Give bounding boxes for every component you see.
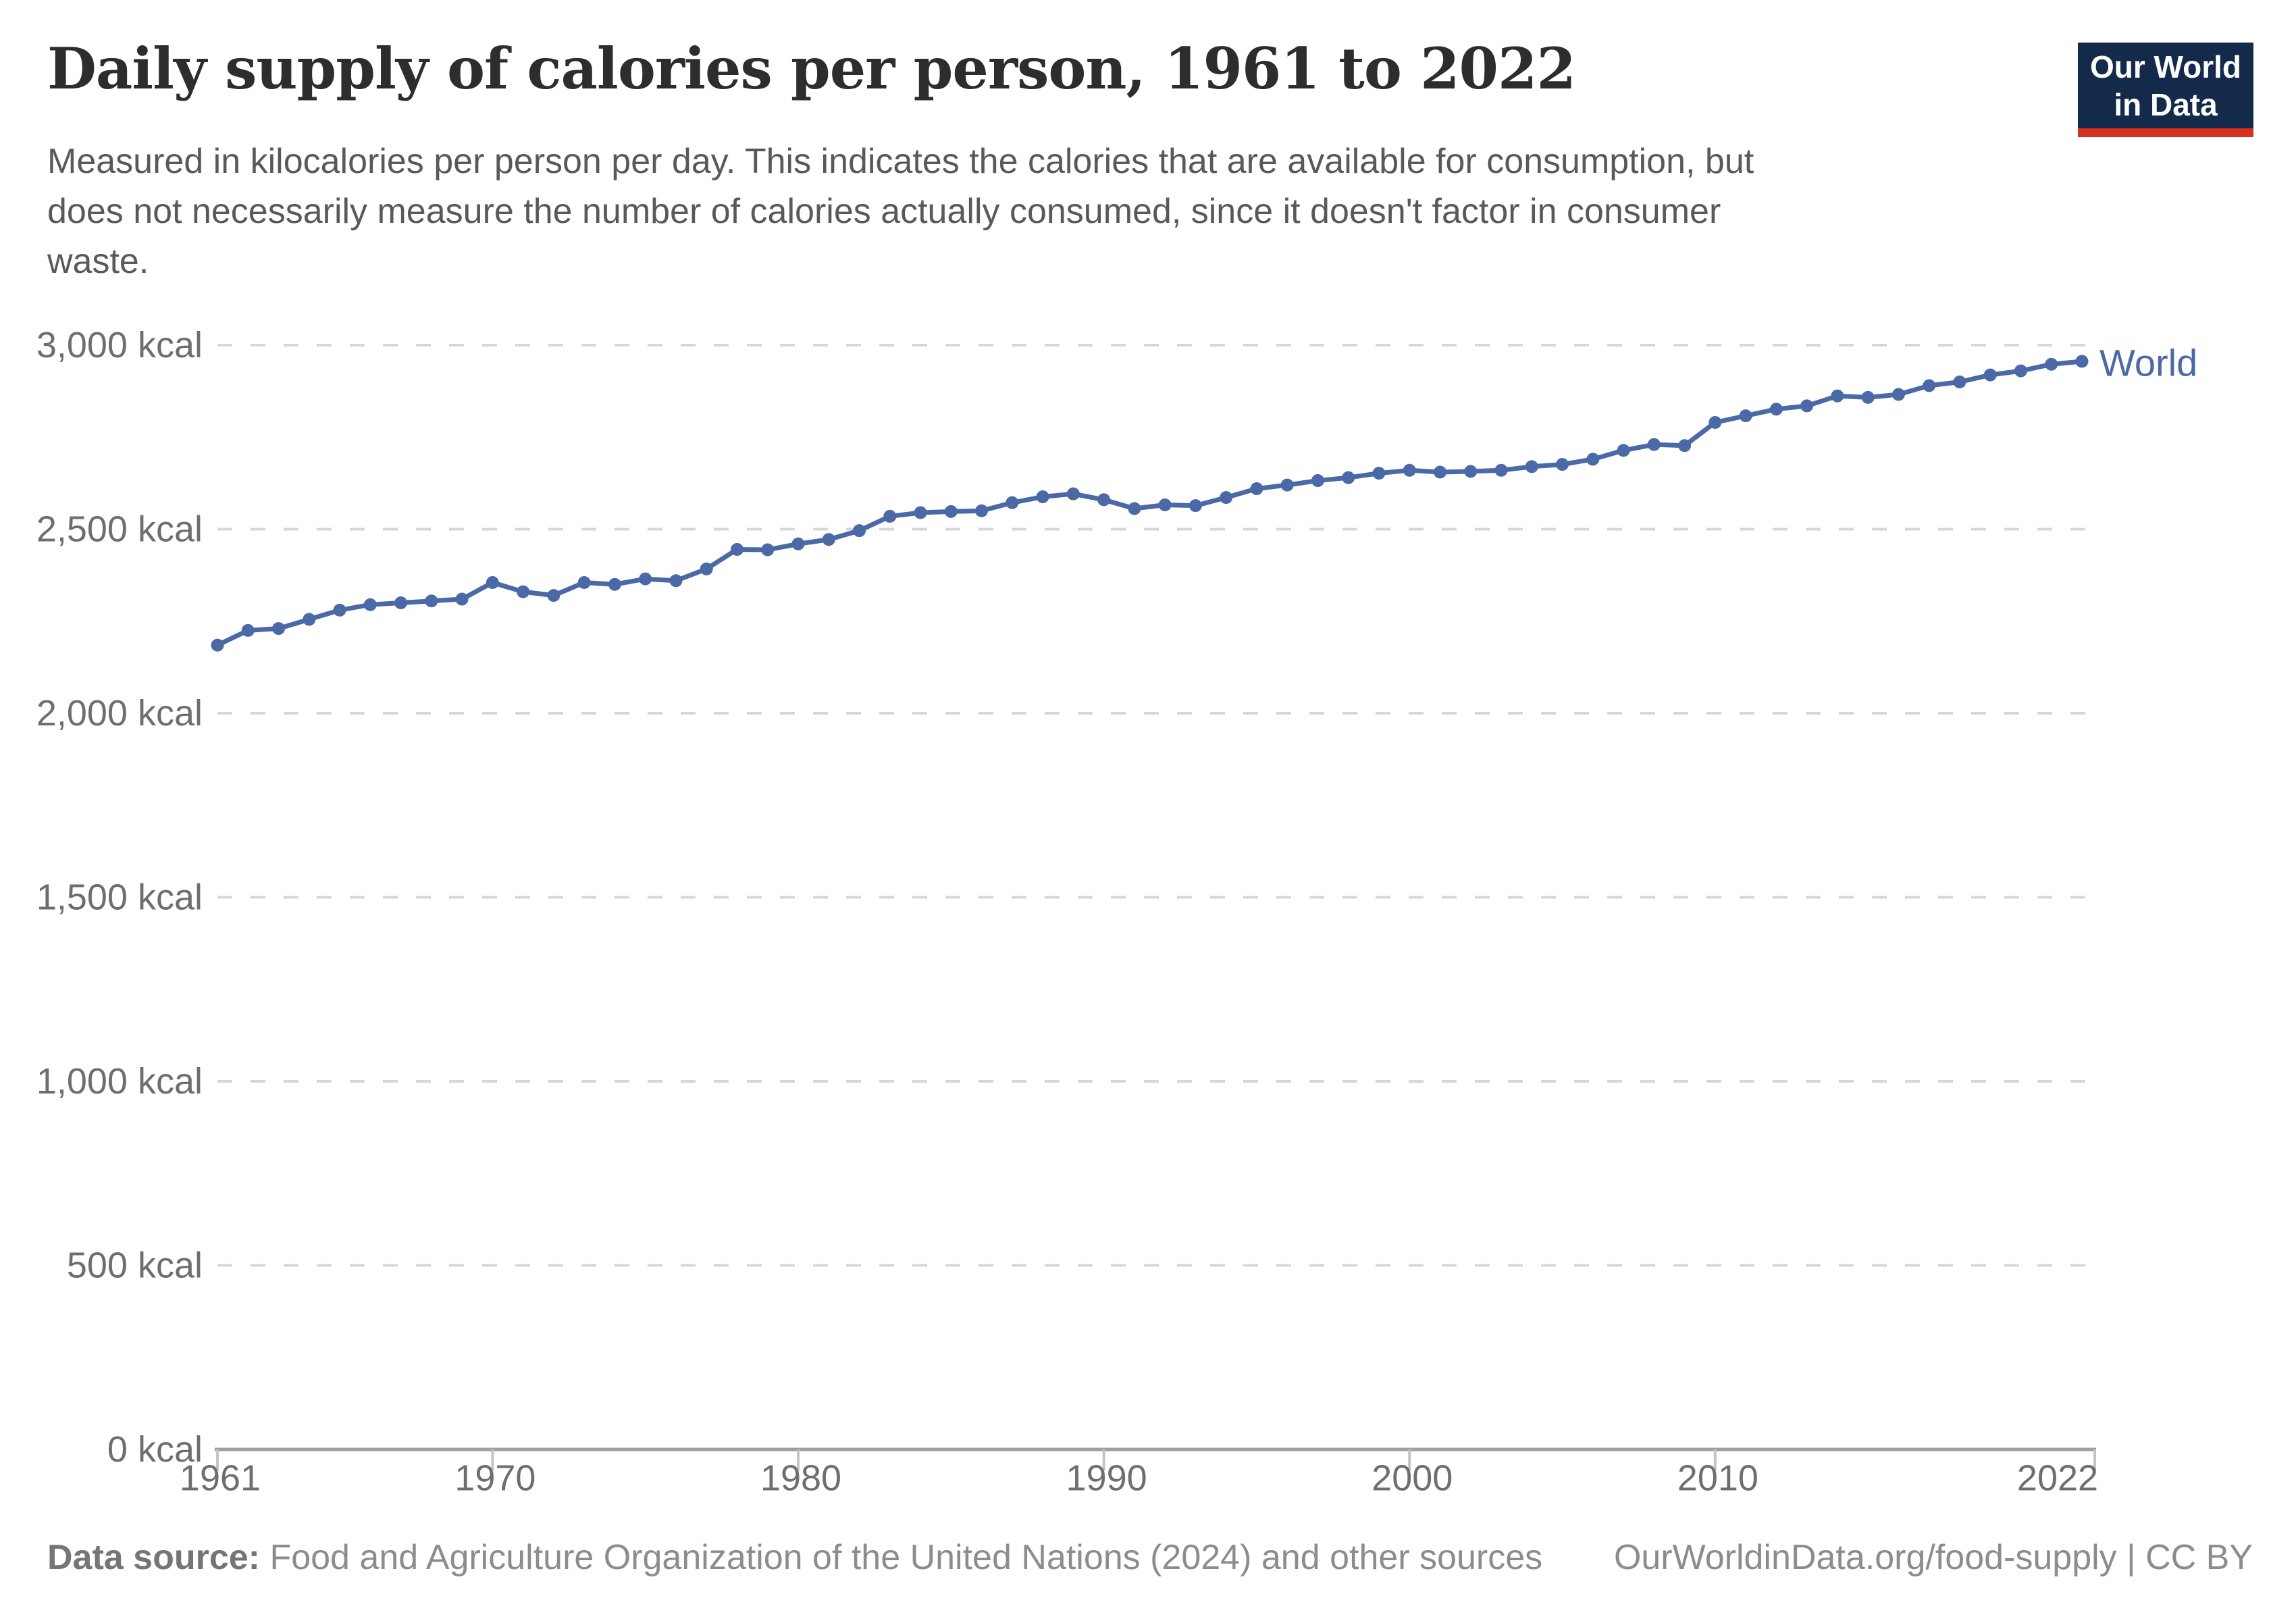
data-point[interactable] [1800,399,1814,413]
data-point[interactable] [517,585,530,598]
data-point[interactable] [761,543,775,557]
data-point[interactable] [1647,438,1661,451]
data-point[interactable] [1923,379,1936,392]
x-axis-label: 1990 [1066,1458,1147,1498]
logo-text-line: Our World [2089,49,2242,84]
page-title: Daily supply of calories per person, 196… [47,35,1576,102]
x-axis-label: 1970 [454,1458,536,1498]
series-label-world[interactable]: World [2099,341,2197,384]
y-axis-label: 500 kcal [67,1245,203,1286]
subtitle-line: Measured in kilocalories per person per … [47,142,1754,181]
data-point[interactable] [700,562,713,575]
data-source-label: Data source: [47,1538,260,1577]
data-point[interactable] [1036,490,1049,504]
data-point[interactable] [1342,471,1355,484]
data-point[interactable] [303,613,316,626]
data-point[interactable] [608,577,621,591]
data-point[interactable] [1006,496,1019,509]
data-source-text: Food and Agriculture Organization of the… [260,1538,1543,1577]
data-point[interactable] [1739,409,1752,423]
data-point[interactable] [425,594,438,608]
data-point[interactable] [1525,460,1538,473]
data-point[interactable] [639,572,652,586]
data-point[interactable] [1617,444,1630,457]
x-axis-label: 2010 [1677,1458,1758,1498]
data-point[interactable] [1433,465,1446,479]
line-chart[interactable]: 0 kcal 500 kcal 1,000 kcal 1,500 kcal 2,000 … [0,284,2296,1520]
data-point[interactable] [1891,388,1905,401]
data-point[interactable] [333,603,346,617]
attribution-link: OurWorldinData.org/food-supply | CC BY [1613,1538,2253,1577]
data-point[interactable] [1769,403,1783,416]
data-point[interactable] [455,592,469,606]
chart-footer: Data source: Food and Agriculture Organi… [47,1537,2253,1578]
data-point[interactable] [577,576,591,590]
y-axis-label: 1,500 kcal [36,877,203,918]
data-point[interactable] [1066,487,1080,500]
y-axis-label: 1,000 kcal [36,1061,203,1102]
data-point[interactable] [1128,502,1141,515]
data-point[interactable] [883,509,897,523]
data-point[interactable] [730,542,743,556]
data-point[interactable] [1250,482,1263,496]
data-point[interactable] [241,623,255,637]
owid-logo: Our World in Data [2078,43,2253,137]
data-point[interactable] [1372,467,1386,480]
y-axis-label: 0 kcal [107,1429,203,1470]
data-source-note: Data source: Food and Agriculture Organi… [47,1537,1542,1578]
data-point[interactable] [486,576,499,590]
data-point[interactable] [1983,368,1997,382]
data-point[interactable] [1280,478,1294,492]
data-point[interactable] [547,589,560,602]
x-axis-label: 1961 [180,1458,261,1498]
data-point[interactable] [791,537,805,550]
data-point[interactable] [1556,458,1569,471]
y-axis-label: 2,000 kcal [36,693,203,734]
data-point[interactable] [1097,493,1111,507]
data-point[interactable] [394,596,408,609]
data-point[interactable] [1189,499,1202,513]
x-axis-label: 2000 [1372,1458,1453,1498]
data-point[interactable] [1953,376,1966,388]
data-point[interactable] [975,504,989,517]
x-axis-label: 1980 [760,1458,841,1498]
data-point[interactable] [1861,390,1875,404]
data-point[interactable] [1708,415,1722,429]
data-point[interactable] [1158,498,1172,512]
data-point[interactable] [1220,491,1233,505]
data-point[interactable] [1494,463,1508,477]
y-axis-label: 2,500 kcal [36,509,203,550]
data-point[interactable] [272,622,286,636]
data-point[interactable] [1311,474,1324,488]
subtitle-line: waste. [47,242,149,281]
data-point[interactable] [363,598,377,611]
data-point[interactable] [2075,355,2089,368]
data-point[interactable] [822,533,835,546]
data-point[interactable] [1403,463,1416,477]
data-point[interactable] [853,524,866,538]
data-point[interactable] [1586,453,1600,466]
chart-subtitle: Measured in kilocalories per person per … [47,136,2046,286]
data-point[interactable] [944,505,958,518]
subtitle-line: does not necessarily measure the number … [47,192,1721,231]
data-point[interactable] [1831,389,1844,403]
logo-text-line: in Data [2114,86,2218,122]
data-point[interactable] [669,574,683,588]
x-axis-label: 2022 [2017,1458,2098,1498]
data-point[interactable] [211,638,224,652]
data-point[interactable] [2014,364,2027,378]
y-axis-label: 3,000 kcal [36,325,203,365]
data-point[interactable] [914,506,927,519]
data-point[interactable] [1464,465,1478,478]
data-point[interactable] [2045,357,2058,371]
data-point[interactable] [1678,439,1692,453]
